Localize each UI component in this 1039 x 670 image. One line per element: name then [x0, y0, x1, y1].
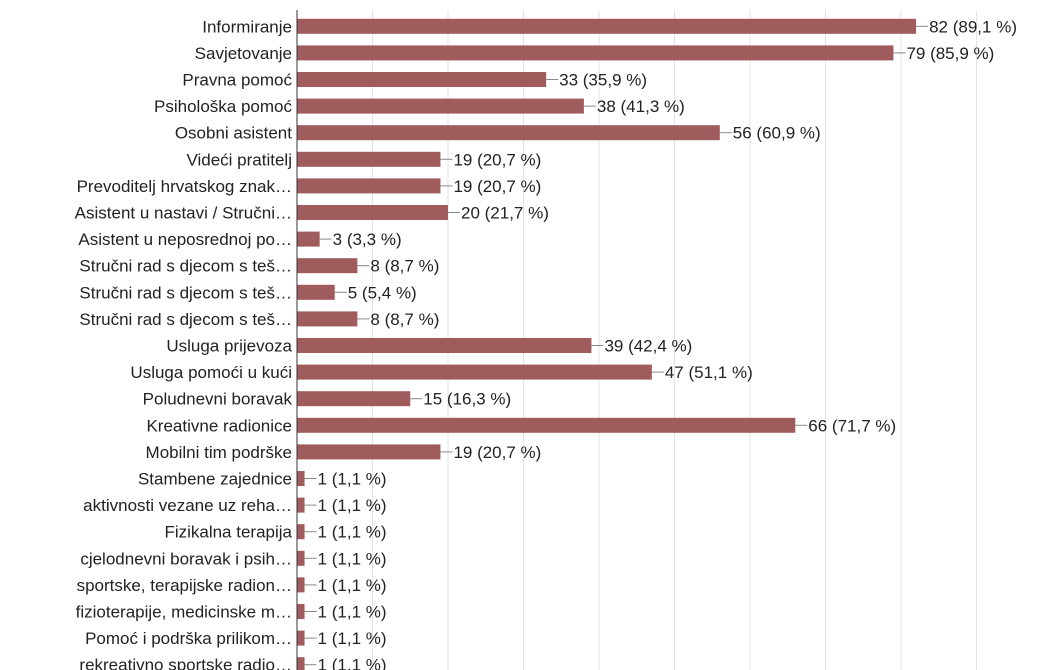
- category-label: Stručni rad s djecom s teš…: [79, 283, 292, 302]
- data-label: 1 (1,1 %): [318, 496, 387, 515]
- bars: [297, 18, 917, 670]
- category-label: Usluga pomoći u kući: [130, 363, 292, 382]
- category-label: Asistent u nastavi / Stručni…: [75, 204, 292, 223]
- data-label: 33 (35,9 %): [559, 71, 647, 90]
- category-label: Stambene zajednice: [138, 470, 292, 489]
- bar: [297, 471, 305, 486]
- bar: [297, 284, 335, 300]
- bar: [297, 577, 305, 593]
- category-label: Psihološka pomoć: [154, 97, 292, 116]
- bar: [297, 550, 305, 566]
- data-label: 79 (85,9 %): [906, 44, 994, 63]
- bar: [297, 178, 441, 194]
- bar: [297, 151, 441, 167]
- data-label: 66 (71,7 %): [808, 416, 896, 435]
- category-label: sportske, terapijske radion…: [77, 576, 292, 595]
- data-label: 3 (3,3 %): [333, 230, 402, 249]
- bar: [297, 524, 305, 540]
- data-label: 56 (60,9 %): [733, 124, 821, 143]
- bar: [297, 417, 796, 433]
- category-label: Usluga prijevoza: [166, 337, 292, 356]
- bar: [297, 604, 305, 619]
- category-label: Pravna pomoć: [182, 71, 292, 90]
- category-labels: Informiranje Savjetovanje Pravna pomoć Psih…: [75, 17, 293, 670]
- category-label: Prevoditelj hrvatskog znak…: [77, 177, 292, 196]
- data-label: 8 (8,7 %): [370, 257, 439, 276]
- category-label: Osobni asistent: [175, 124, 292, 143]
- data-label: 47 (51,1 %): [665, 363, 753, 382]
- data-label: 1 (1,1 %): [318, 656, 387, 670]
- data-label: 19 (20,7 %): [453, 150, 541, 169]
- bar: [297, 72, 547, 87]
- data-label: 19 (20,7 %): [453, 177, 541, 196]
- category-label: Kreativne radionice: [146, 416, 292, 435]
- data-label: 1 (1,1 %): [318, 576, 387, 595]
- bar: [297, 311, 358, 327]
- bar: [297, 98, 584, 114]
- data-label: 8 (8,7 %): [370, 310, 439, 329]
- category-label: Asistent u neposrednoj po…: [78, 230, 292, 249]
- bar: [297, 630, 305, 646]
- category-label: Fizikalna terapija: [164, 523, 292, 542]
- data-label: 1 (1,1 %): [318, 549, 387, 568]
- data-label: 1 (1,1 %): [318, 603, 387, 622]
- data-label: 38 (41,3 %): [597, 97, 685, 116]
- category-label: aktivnosti vezane uz reha…: [83, 496, 292, 515]
- bar: [297, 45, 894, 61]
- value-labels: 82 (89,1 %) 79 (85,9 %) 33 (35,9 %) 38 (41,…: [304, 17, 1017, 670]
- data-label: 1 (1,1 %): [318, 523, 387, 542]
- data-label: 39 (42,4 %): [604, 337, 692, 356]
- data-label: 15 (16,3 %): [423, 390, 511, 409]
- data-label: 20 (21,7 %): [461, 204, 549, 223]
- category-label: cjelodnevni boravak i psih…: [80, 549, 292, 568]
- category-label: Savjetovanje: [195, 44, 292, 63]
- data-label: 82 (89,1 %): [929, 17, 1017, 36]
- data-label: 5 (5,4 %): [348, 283, 417, 302]
- category-label: Pomoć i podrška prilikom…: [85, 629, 292, 648]
- bar: [297, 391, 411, 407]
- bar: [297, 657, 305, 670]
- bar: [297, 444, 441, 460]
- category-label: Videći pratitelj: [186, 150, 292, 169]
- bar: [297, 497, 305, 513]
- category-label: Mobilni tim podrške: [146, 443, 292, 462]
- data-label: 1 (1,1 %): [318, 470, 387, 489]
- data-label: 1 (1,1 %): [318, 629, 387, 648]
- gridlines: [372, 10, 977, 670]
- data-label: 19 (20,7 %): [453, 443, 541, 462]
- bar: [297, 125, 720, 141]
- category-label: fizioterapije, medicinske m…: [76, 603, 292, 622]
- category-label: Stručni rad s djecom s teš…: [79, 257, 292, 276]
- bar: [297, 18, 917, 34]
- bar: [297, 338, 592, 353]
- bar: [297, 205, 448, 220]
- category-label: Stručni rad s djecom s teš…: [79, 310, 292, 329]
- bar: [297, 258, 358, 274]
- category-label: Informiranje: [202, 17, 292, 36]
- category-label: rekreativno sportske radio…: [79, 656, 292, 670]
- category-label: Poludnevni boravak: [143, 390, 293, 409]
- bar: [297, 231, 320, 247]
- bar: [297, 364, 652, 380]
